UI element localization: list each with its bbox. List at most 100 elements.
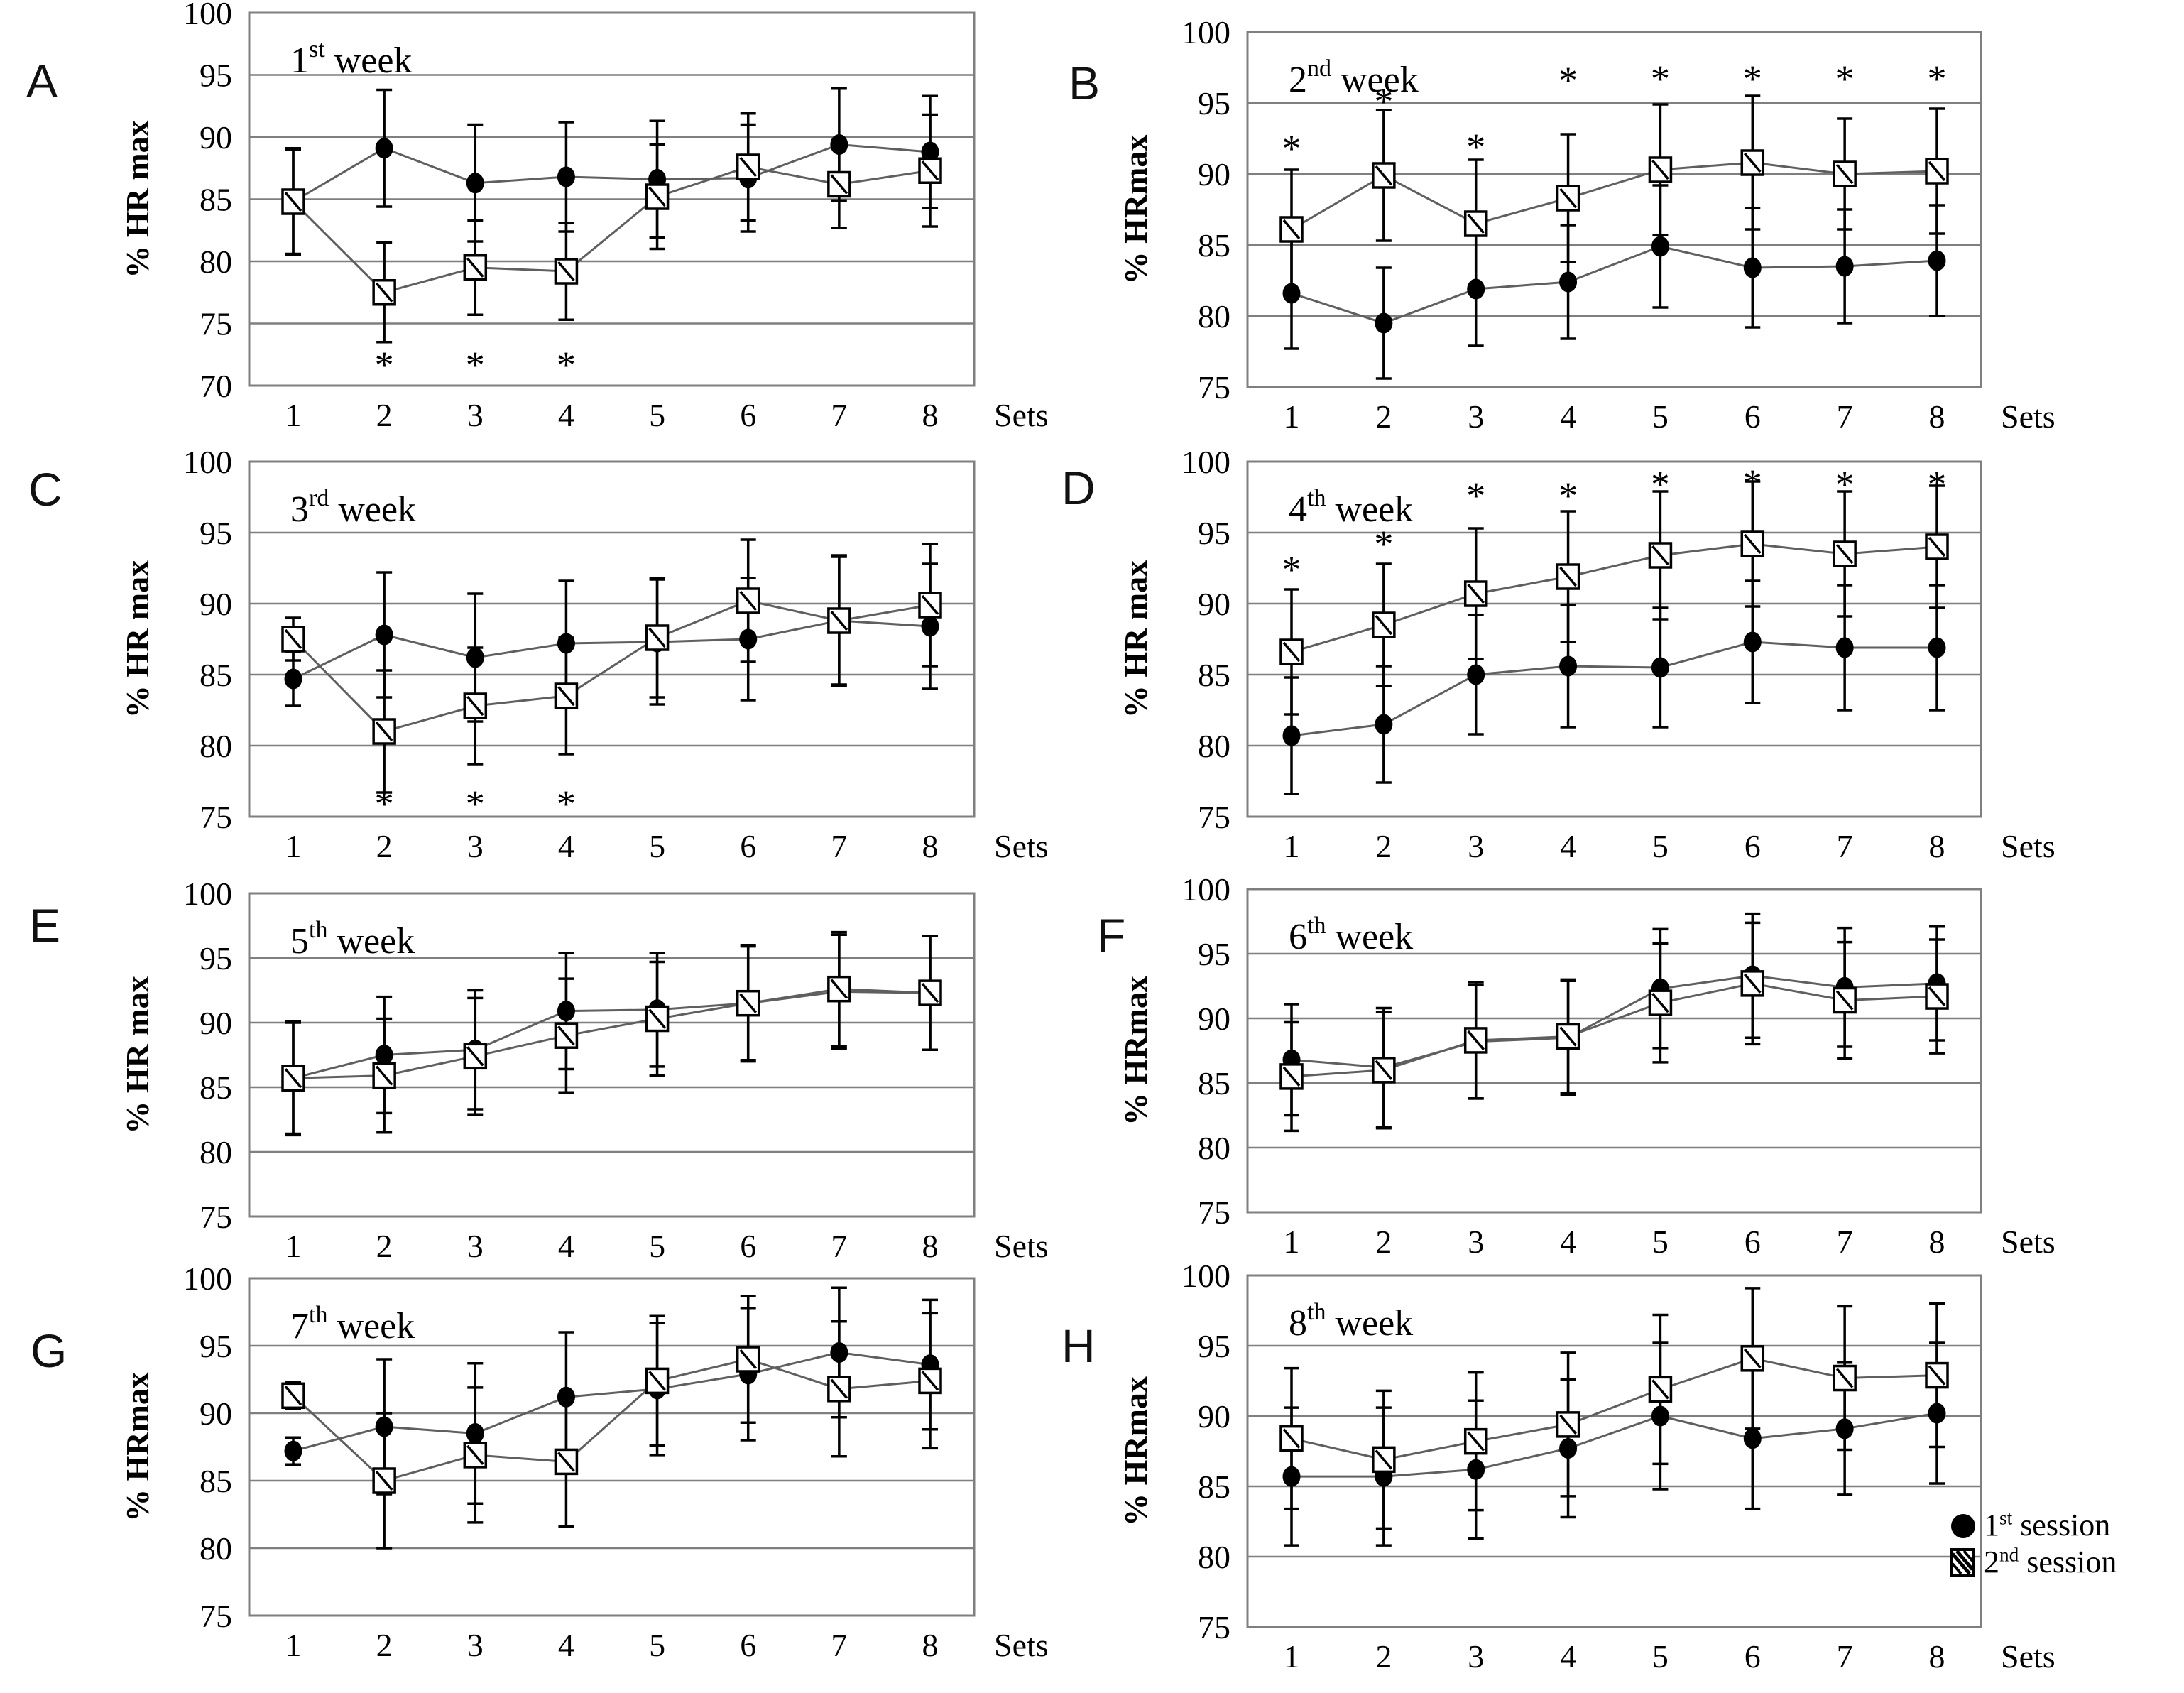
panel-letter-H: H [1061,1319,1096,1372]
x-tick-label: 3 [1468,1638,1484,1675]
marker-square-2nd-session [372,1467,396,1494]
x-tick-label: 1 [285,1627,302,1663]
y-axis-title: % HRmax [1118,976,1154,1126]
x-tick-label: 8 [1929,398,1945,435]
y-tick-label: 90 [1198,1398,1230,1435]
y-tick-label: 90 [1198,586,1230,622]
x-tick-label: 4 [1560,828,1576,864]
marker-circle-1st-session [1835,256,1854,277]
marker-circle-1st-session [1467,278,1485,300]
x-tick-label: 6 [1745,1638,1761,1675]
x-tick-label: 4 [1560,1224,1576,1260]
marker-square-2nd-session [554,1448,579,1476]
y-tick-label: 90 [1198,1001,1230,1037]
panel-G: G 75 80 85 90 95 100 % HRmax 7th week 1 2 3 4 5 6 7 8 Set… [31,1261,1049,1663]
x-tick-label: 5 [1652,1224,1669,1260]
x-tick-label: 8 [922,828,939,864]
marker-circle-1st-session [557,633,575,654]
series-line-2nd-session [1291,161,1938,231]
significance-asterisk: * [466,344,485,386]
panel-E: E 75 80 85 90 95 100 % HR max 5th week 1 2 3 4 5 6 7 8 Se… [29,876,1049,1264]
marker-circle-1st-session [557,166,575,187]
marker-square-2nd-session [1833,160,1857,187]
panel-title: 5th week [290,917,415,962]
marker-circle-1st-session [1559,1438,1578,1459]
marker-circle-1st-session [375,1416,393,1437]
y-tick-label: 100 [1181,444,1230,480]
x-axis-title: Sets [994,397,1049,433]
significance-asterisk: * [1282,127,1301,170]
significance-asterisk: * [1928,58,1947,100]
marker-square-2nd-session [463,1442,488,1469]
marker-circle-1st-session [375,138,393,159]
x-tick-label: 6 [740,828,756,864]
panel-title: 6th week [1289,913,1413,957]
panel-title: 7th week [290,1302,415,1346]
panel-H: H 75 80 85 90 95 100 % HRmax 8th week 1 2 3 4 5 6 7 8 Set… [1061,1258,2055,1675]
y-tick-label: 90 [200,586,232,622]
x-tick-label: 8 [922,397,939,433]
series-line-1st-session [293,619,931,680]
significance-asterisk: * [375,344,394,386]
series-line-2nd-session [1291,543,1938,653]
significance-asterisk: * [1743,462,1762,504]
marker-circle-1st-session [1743,257,1762,278]
x-tick-label: 6 [740,1228,756,1264]
y-tick-label: 85 [200,1463,232,1499]
marker-circle-1st-session [1559,655,1578,677]
marker-square-2nd-session [736,587,760,614]
y-tick-label: 85 [200,657,232,693]
x-tick-label: 8 [1929,1638,1945,1675]
marker-square-2nd-session [281,1382,305,1410]
x-tick-label: 3 [1468,1224,1484,1260]
panel-F: F 75 80 85 90 95 100 % HRmax 6th week 1 2 3 4 5 6 7 8 Set… [1097,871,2055,1260]
x-tick-label: 3 [467,397,484,433]
x-tick-label: 6 [1745,398,1761,435]
x-tick-label: 1 [1284,1638,1300,1675]
y-axis-title: % HR max [119,120,155,278]
x-tick-label: 5 [649,1228,665,1264]
y-tick-label: 95 [1198,85,1230,121]
plot-border [248,460,976,818]
x-tick-label: 2 [376,1627,393,1663]
series-line-1st-session [293,990,931,1079]
series-line-2nd-session [1291,982,1938,1078]
significance-asterisk: * [1651,463,1670,506]
marker-square-2nd-session [1648,1376,1673,1403]
y-tick-label: 100 [183,1261,232,1297]
panel-title: 3rd week [290,485,416,530]
marker-circle-1st-session [466,1423,484,1444]
y-tick-label: 100 [1181,14,1230,50]
marker-square-2nd-session [554,682,579,709]
legend-label-second-session: 2nd session [1984,1544,2117,1579]
panel-D: D 75 80 85 90 95 100 % HR max 4th week 1 2 3 4 5 6 7 8 Se… [1061,444,2055,864]
marker-square-2nd-session [1372,162,1396,189]
x-tick-label: 3 [1468,398,1484,435]
x-tick-label: 8 [1929,828,1945,864]
marker-circle-1st-session [284,668,302,690]
panel-title: 1st week [290,36,412,81]
y-axis-title: % HRmax [119,1372,155,1522]
significance-asterisk: * [375,783,394,825]
marker-square-2nd-session [463,1043,488,1070]
x-tick-label: 6 [740,1627,756,1663]
marker-square-2nd-session [736,1346,760,1373]
y-tick-label: 85 [200,1069,232,1106]
x-tick-label: 5 [1652,828,1669,864]
y-tick-label: 100 [183,0,232,31]
significance-asterisk: * [466,783,485,825]
x-tick-label: 1 [1284,398,1300,435]
x-tick-label: 4 [558,397,574,433]
marker-circle-1st-session [1282,283,1301,304]
y-tick-label: 100 [1181,871,1230,908]
marker-circle-1st-session [1743,1428,1762,1449]
x-tick-label: 7 [1837,1224,1853,1260]
marker-square-2nd-session [1463,1427,1488,1455]
marker-square-2nd-session [1740,530,1765,557]
marker-circle-1st-session [375,1045,393,1065]
marker-circle-1st-session [466,173,484,194]
marker-circle-1st-session [1375,312,1393,334]
y-tick-label: 80 [1198,298,1230,334]
y-tick-label: 100 [183,876,232,912]
